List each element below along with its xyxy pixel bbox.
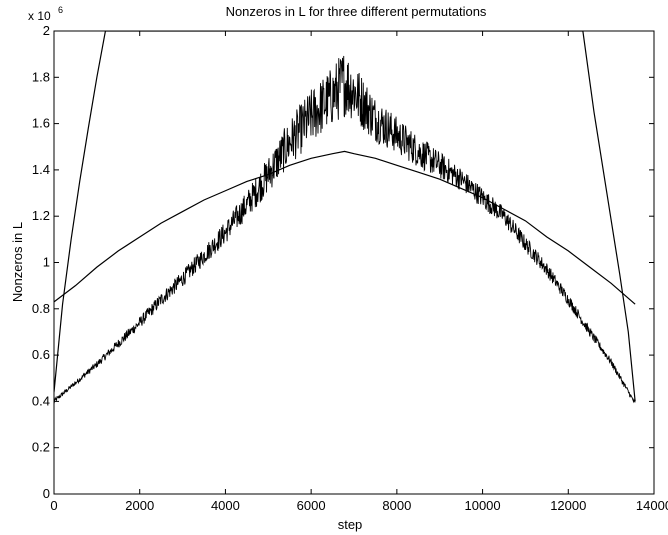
- y-tick-label: 1: [43, 255, 50, 270]
- x-tick-label: 0: [50, 498, 57, 513]
- series-group: [54, 31, 636, 404]
- x-tick-label: 10000: [464, 498, 500, 513]
- y-tick-label: 1.8: [32, 69, 50, 84]
- y-axis-exponent: x 10 6: [28, 5, 63, 23]
- series-line-noisy: [54, 55, 636, 404]
- y-tick-label: 1.4: [32, 162, 50, 177]
- y-tick-label: 2: [43, 23, 50, 38]
- y-tick-label: 0.6: [32, 347, 50, 362]
- series-line-steep: [54, 31, 636, 402]
- x-tick-label: 12000: [550, 498, 586, 513]
- y-tick-label: 1.6: [32, 116, 50, 131]
- y-tick-label: 1.2: [32, 208, 50, 223]
- y-exponent-base: x 10: [28, 9, 51, 23]
- chart-title: Nonzeros in L for three different permut…: [226, 4, 487, 19]
- y-tick-label: 0: [43, 486, 50, 501]
- y-tick-label: 0.2: [32, 440, 50, 455]
- y-tick-label: 0.4: [32, 393, 50, 408]
- y-tick-label: 0.8: [32, 301, 50, 316]
- y-axis-ticks: 0 0.2 0.4 0.6 0.8 1 1.2 1.4 1.6 1.8 2: [32, 23, 654, 501]
- x-tick-label: 8000: [382, 498, 411, 513]
- series-line-smooth: [54, 150, 636, 305]
- y-exponent-power: 6: [58, 5, 63, 15]
- x-axis-label: step: [338, 517, 363, 532]
- y-axis-label: Nonzeros in L: [10, 222, 25, 302]
- x-tick-label: 6000: [297, 498, 326, 513]
- x-tick-label: 2000: [125, 498, 154, 513]
- x-tick-label: 4000: [211, 498, 240, 513]
